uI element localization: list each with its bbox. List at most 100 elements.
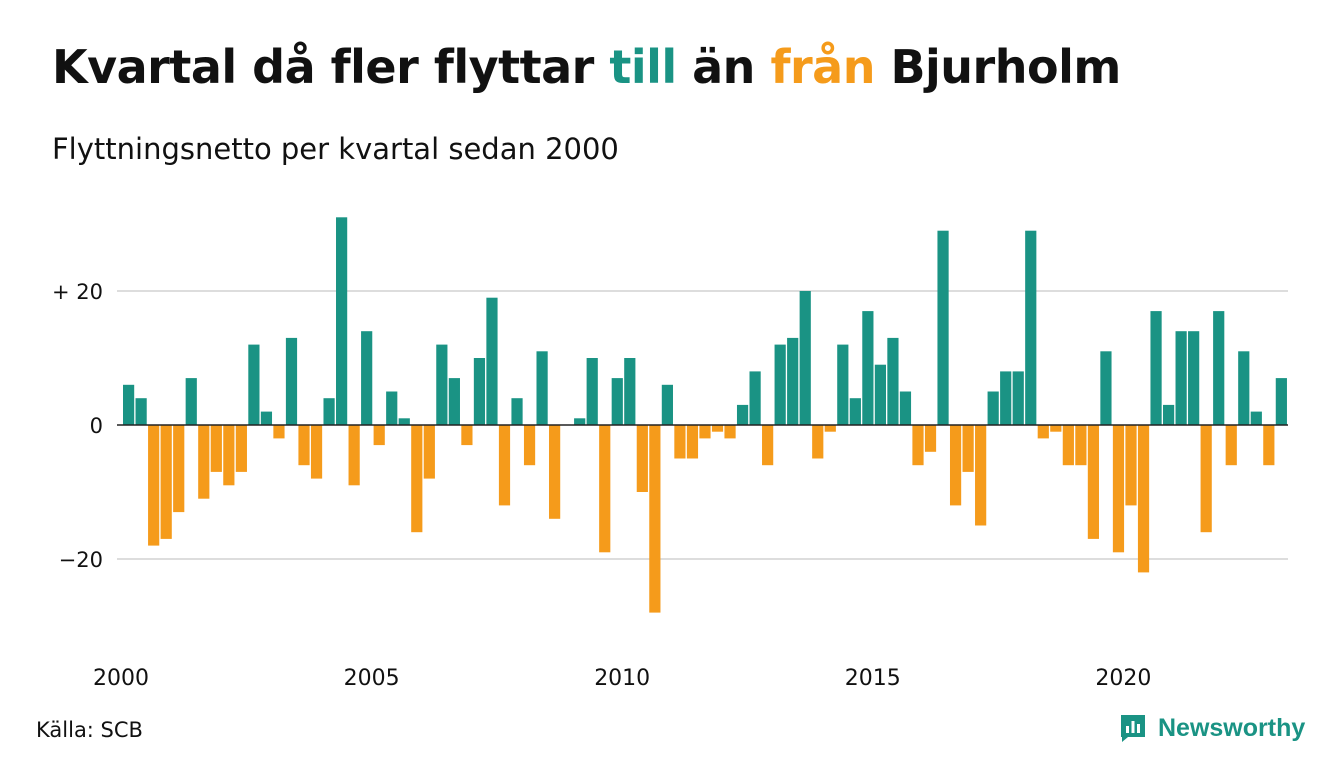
- bar: [323, 398, 335, 425]
- bar: [649, 425, 661, 613]
- bar: [574, 418, 586, 425]
- bar: [461, 425, 473, 446]
- x-tick-label: 2020: [1095, 666, 1151, 691]
- bar: [1050, 425, 1062, 432]
- bar: [1087, 425, 1100, 539]
- bar: [1162, 404, 1175, 425]
- bar: [298, 425, 310, 466]
- bar: [411, 425, 423, 533]
- bar: [724, 425, 736, 439]
- x-tick-label: 2005: [344, 666, 400, 691]
- bar: [686, 425, 699, 459]
- brand-logo: Newsworthy: [1118, 712, 1305, 744]
- bar: [762, 425, 774, 466]
- bar: [1200, 425, 1212, 533]
- bar: [436, 344, 448, 425]
- bar: [1100, 351, 1112, 425]
- bar: [599, 425, 611, 553]
- bar: [699, 425, 711, 439]
- bar: [674, 425, 686, 459]
- bar: [498, 425, 511, 506]
- bar: [373, 425, 385, 446]
- chart-subtitle: Flyttningsnetto per kvartal sedan 2000: [52, 132, 619, 166]
- bar: [1075, 425, 1087, 466]
- bar: [736, 404, 749, 425]
- x-tick-label: 2010: [594, 666, 650, 691]
- bar: [824, 425, 836, 432]
- bar: [611, 378, 623, 425]
- bar: [173, 425, 185, 513]
- bar: [749, 371, 761, 425]
- title-negative-word: från: [770, 40, 875, 94]
- bar: [586, 358, 598, 425]
- bar: [787, 337, 799, 425]
- bar: [1025, 230, 1037, 425]
- bar: [1000, 371, 1012, 425]
- brand-name: Newsworthy: [1158, 713, 1306, 742]
- bar: [386, 391, 398, 425]
- y-tick-label: −20: [59, 548, 103, 572]
- bar: [1137, 425, 1150, 573]
- bar: [210, 425, 222, 472]
- bar: [123, 384, 135, 425]
- bar: [937, 230, 949, 425]
- bar: [536, 351, 548, 425]
- bar: [1012, 371, 1024, 425]
- bar: [348, 425, 360, 486]
- bar: [711, 425, 724, 432]
- bar: [624, 358, 636, 425]
- bar: [185, 378, 197, 425]
- bar: [223, 425, 235, 486]
- bar: [511, 398, 523, 425]
- bar: [899, 391, 912, 425]
- bar: [310, 425, 323, 479]
- bar: [473, 358, 486, 425]
- bar: [636, 425, 648, 492]
- title-part2: än: [676, 40, 771, 94]
- bar: [1275, 378, 1287, 425]
- bar: [235, 425, 247, 472]
- bar: [975, 425, 987, 526]
- bar: [1175, 331, 1187, 425]
- bar: [486, 297, 498, 425]
- title-part3: Bjurholm: [874, 40, 1121, 94]
- bar: [887, 337, 899, 425]
- title-positive-word: till: [609, 40, 677, 94]
- bar: [987, 391, 999, 425]
- x-tick-label: 2015: [845, 666, 901, 691]
- bar: [1213, 311, 1225, 425]
- bar: [874, 364, 886, 425]
- x-tick-label: 2000: [93, 666, 149, 691]
- bar: [812, 425, 824, 459]
- bar: [837, 344, 849, 425]
- bar: [336, 217, 348, 425]
- bar: [523, 425, 536, 466]
- bar: [962, 425, 974, 472]
- bar: [1250, 411, 1262, 425]
- bar: [285, 337, 298, 425]
- bar: [1263, 425, 1275, 466]
- bar: [1125, 425, 1137, 506]
- bar: [549, 425, 561, 519]
- bar: [799, 291, 811, 425]
- chart-title: Kvartal då fler flyttar till än från Bju…: [52, 40, 1121, 94]
- bar: [1225, 425, 1237, 466]
- bar: [423, 425, 435, 479]
- newsworthy-logo-icon: [1121, 715, 1145, 742]
- y-tick-label: + 20: [52, 280, 103, 304]
- bar: [148, 425, 160, 546]
- y-tick-label: 0: [90, 414, 103, 438]
- bar: [1238, 351, 1250, 425]
- bar: [198, 425, 210, 499]
- bar: [1112, 425, 1125, 553]
- bar: [1150, 311, 1162, 425]
- bar: [135, 398, 147, 425]
- bar: [1062, 425, 1074, 466]
- bar: [949, 425, 962, 506]
- title-part1: Kvartal då fler flyttar: [52, 40, 610, 94]
- bar: [912, 425, 924, 466]
- bar: [1037, 425, 1049, 439]
- bar: [273, 425, 285, 439]
- bar: [361, 331, 373, 425]
